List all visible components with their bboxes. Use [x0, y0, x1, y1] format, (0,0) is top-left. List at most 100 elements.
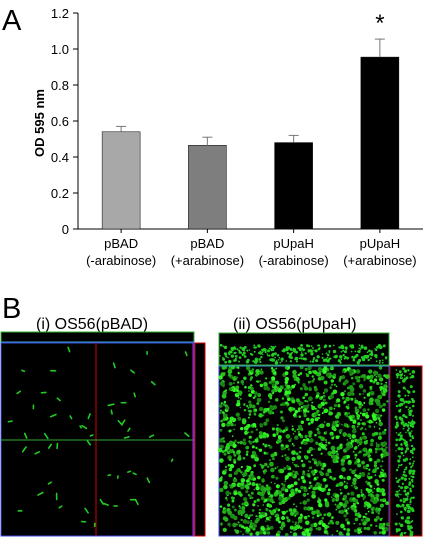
biofilm-cell [336, 497, 340, 501]
biofilm-cell [338, 346, 341, 349]
biofilm-cell [381, 460, 384, 463]
biofilm-cell [259, 370, 264, 375]
x-tick-label: (-arabinose) [259, 253, 329, 268]
biofilm-cell [402, 367, 406, 371]
biofilm-cell [277, 530, 281, 535]
biofilm-cell [357, 530, 361, 535]
biofilm-cell [375, 442, 378, 444]
biofilm-cell [245, 467, 250, 473]
biofilm-cell [375, 524, 378, 528]
biofilm-cell [402, 497, 405, 500]
biofilm-cell [311, 360, 315, 363]
biofilm-cell [233, 508, 237, 512]
biofilm-cell [261, 351, 264, 354]
biofilm-cell [297, 489, 302, 494]
biofilm-cell [282, 483, 286, 487]
biofilm-cell [315, 470, 318, 473]
biofilm-cell [375, 375, 378, 378]
biofilm-cell [343, 527, 346, 531]
biofilm-cell [297, 407, 301, 411]
biofilm-cell [347, 507, 350, 510]
x-tick-label: pUpaH [360, 236, 400, 251]
biofilm-cell [352, 497, 356, 501]
biofilm-cell [228, 473, 233, 478]
bacterium-spot [79, 425, 82, 429]
biofilm-cell [317, 526, 322, 531]
biofilm-cell [223, 484, 228, 490]
bacterium-spot [47, 481, 52, 485]
biofilm-cell [320, 443, 326, 449]
biofilm-cell [330, 383, 334, 386]
biofilm-cell [257, 393, 262, 397]
biofilm-cell [244, 513, 249, 518]
biofilm-cell [243, 345, 247, 349]
bar [274, 142, 313, 230]
biofilm-cell [407, 495, 409, 498]
biofilm-cell [222, 527, 227, 532]
biofilm-cell [279, 526, 282, 529]
biofilm-cell [381, 473, 385, 478]
biofilm-cell [324, 401, 328, 405]
biofilm-cell [284, 480, 287, 483]
biofilm-cell [323, 513, 327, 517]
biofilm-cell [304, 352, 307, 355]
biofilm-cell [265, 508, 269, 512]
biofilm-cell [302, 408, 308, 413]
biofilm-cell [366, 475, 369, 477]
biofilm-cell [410, 478, 414, 482]
biofilm-cell [315, 394, 320, 398]
biofilm-cell [332, 421, 335, 423]
x-tick-label: (+arabinose) [171, 253, 244, 268]
biofilm-cell [353, 508, 358, 513]
biofilm-cell [402, 424, 406, 428]
biofilm-cell [298, 346, 301, 349]
biofilm-cell [256, 397, 262, 403]
biofilm-cell [247, 386, 251, 390]
bacterium-spot [184, 432, 190, 438]
biofilm-cell [228, 359, 232, 364]
biofilm-cell [316, 355, 320, 359]
biofilm-cell [405, 376, 409, 380]
biofilm-cell [327, 525, 330, 529]
biofilm-cell [243, 419, 247, 423]
biofilm-cell [403, 402, 405, 405]
biofilm-cell [395, 438, 399, 442]
biofilm-cell [399, 403, 402, 406]
biofilm-cell [271, 389, 276, 394]
biofilm-cell [404, 388, 407, 390]
biofilm-cell [411, 430, 413, 432]
biofilm-cell [267, 400, 271, 403]
biofilm-cell [223, 345, 228, 350]
biofilm-cell [364, 428, 367, 431]
biofilm-cell [252, 423, 257, 427]
biofilm-cell [342, 503, 347, 508]
biofilm-cell [264, 498, 268, 502]
biofilm-cell [258, 514, 263, 519]
biofilm-cell [324, 500, 330, 506]
biofilm-cell [255, 531, 260, 536]
biofilm-cell [319, 462, 324, 467]
biofilm-cell [369, 379, 373, 383]
biofilm-cell [405, 503, 410, 508]
biofilm-cell [306, 417, 310, 422]
biofilm-cell [239, 406, 242, 409]
biofilm-cell [339, 491, 343, 495]
biofilm-cell [277, 435, 282, 440]
biofilm-cell [303, 413, 307, 418]
biofilm-cell [338, 474, 344, 480]
biofilm-cell [266, 531, 271, 535]
biofilm-cell [305, 520, 310, 525]
biofilm-cell [250, 430, 254, 434]
biofilm-cell [335, 460, 339, 463]
biofilm-cell [360, 426, 364, 430]
biofilm-cell [272, 355, 274, 357]
biofilm-cell [339, 355, 343, 359]
biofilm-cell [335, 484, 338, 487]
biofilm-cell [406, 509, 411, 514]
biofilm-cell [227, 503, 231, 507]
biofilm-cell [287, 496, 291, 500]
biofilm-cell [290, 488, 295, 493]
biofilm-cell [321, 522, 326, 528]
biofilm-cell [381, 359, 384, 361]
biofilm-cell [408, 481, 412, 485]
